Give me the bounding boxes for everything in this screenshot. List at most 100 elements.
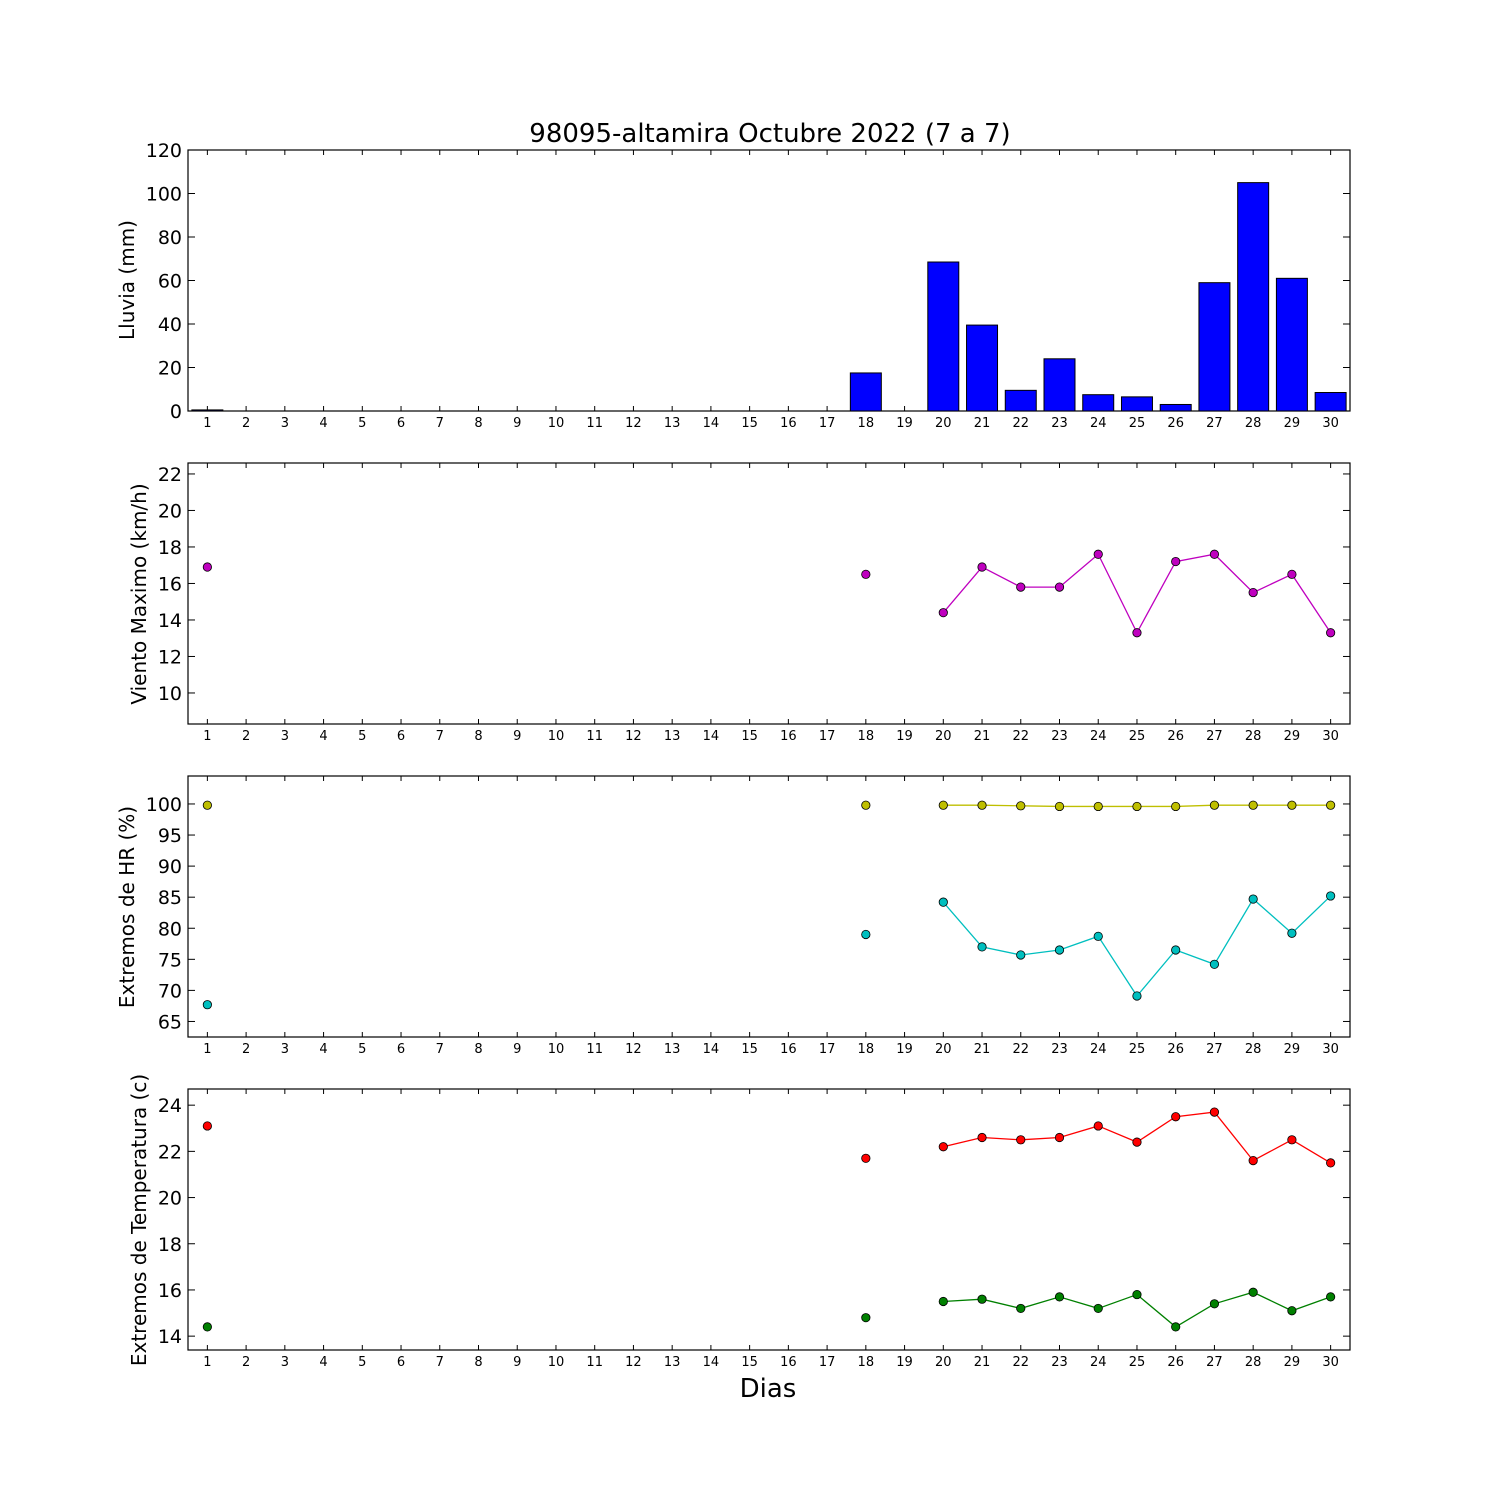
x-tick-label: 5 [358, 416, 366, 431]
x-tick-label: 20 [935, 1355, 952, 1370]
data-point [1054, 1132, 1065, 1143]
data-point [202, 1322, 212, 1332]
x-tick-label: 9 [513, 729, 521, 744]
x-tick-label: 11 [586, 416, 603, 431]
data-point [977, 942, 987, 952]
x-tick-label: 25 [1129, 1355, 1146, 1370]
x-tick-label: 27 [1206, 1355, 1223, 1370]
x-tick-label: 8 [474, 416, 482, 431]
data-point [1054, 801, 1065, 812]
x-tick-label: 22 [1012, 729, 1029, 744]
x-tick-label: 4 [319, 1042, 327, 1057]
series-line [942, 553, 1332, 635]
y-tick-label: 24 [158, 1095, 182, 1117]
data-point [1171, 801, 1181, 812]
y-tick-label: 16 [158, 1280, 182, 1302]
data-point [1016, 950, 1026, 960]
x-tick-label: 29 [1284, 416, 1301, 431]
x-tick-label: 6 [397, 1042, 405, 1057]
x-tick-label: 8 [474, 1355, 482, 1370]
data-point [861, 1313, 871, 1323]
x-tick-label: 18 [858, 416, 875, 431]
rain-bar [1198, 282, 1231, 412]
x-tick-label: 22 [1012, 1042, 1029, 1057]
y-tick-label: 22 [158, 1141, 182, 1163]
x-tick-label: 25 [1129, 729, 1146, 744]
x-tick-label: 26 [1167, 416, 1184, 431]
x-tick-label: 12 [625, 729, 642, 744]
data-point [202, 800, 212, 810]
x-tick-label: 25 [1129, 416, 1146, 431]
data-point [861, 929, 871, 940]
x-tick-label: 1 [203, 1042, 211, 1057]
data-point [1248, 587, 1258, 598]
x-tick-label: 10 [548, 1042, 565, 1057]
y-axis-label-hr: Extremos de HR (%) [115, 806, 139, 1008]
x-tick-label: 14 [703, 1355, 720, 1370]
x-tick-label: 21 [974, 1355, 991, 1370]
x-tick-label: 4 [319, 416, 327, 431]
x-tick-label: 16 [780, 1355, 797, 1370]
data-point [977, 800, 987, 810]
x-tick-label: 10 [548, 416, 565, 431]
x-tick-label: 30 [1322, 1355, 1339, 1370]
x-tick-label: 5 [358, 729, 366, 744]
y-tick-label: 65 [158, 1011, 182, 1033]
rain-bar [1314, 392, 1347, 412]
x-tick-label: 23 [1051, 1355, 1068, 1370]
plot-frame [187, 149, 1351, 412]
x-tick-label: 15 [741, 416, 758, 431]
x-tick-label: 1 [203, 1355, 211, 1370]
x-tick-label: 24 [1090, 416, 1107, 431]
rain-bar [1043, 358, 1076, 412]
data-point [1326, 1158, 1336, 1168]
data-point [1132, 628, 1142, 638]
rain-bar [966, 324, 999, 412]
data-point [1287, 569, 1297, 579]
x-tick-label: 28 [1245, 729, 1262, 744]
x-tick-label: 11 [586, 1355, 603, 1370]
x-tick-label: 9 [513, 1042, 521, 1057]
rain-bar [1004, 389, 1037, 412]
x-tick-label: 7 [436, 416, 444, 431]
x-tick-label: 24 [1090, 1042, 1107, 1057]
x-tick-label: 27 [1206, 416, 1223, 431]
x-tick-label: 24 [1090, 1355, 1107, 1370]
x-tick-label: 6 [397, 416, 405, 431]
data-point [1326, 891, 1336, 901]
x-tick-label: 23 [1051, 416, 1068, 431]
data-point [861, 569, 871, 579]
x-tick-label: 28 [1245, 1042, 1262, 1057]
data-point [202, 1121, 212, 1131]
data-point [977, 562, 987, 572]
x-tick-label: 14 [703, 729, 720, 744]
data-point [1054, 582, 1065, 592]
plot-frame [187, 775, 1351, 1038]
x-tick-label: 17 [819, 1042, 836, 1057]
x-tick-label: 10 [548, 1355, 565, 1370]
x-tick-label: 9 [513, 1355, 521, 1370]
x-tick-label: 21 [974, 729, 991, 744]
data-point [1016, 1135, 1026, 1145]
x-tick-label: 8 [474, 729, 482, 744]
rain-bar [1159, 403, 1192, 412]
x-tick-label: 13 [664, 1355, 681, 1370]
x-tick-label: 29 [1284, 729, 1301, 744]
x-tick-label: 25 [1129, 1042, 1146, 1057]
data-point [938, 608, 948, 618]
x-tick-label: 18 [858, 1042, 875, 1057]
data-point [1171, 556, 1181, 567]
x-tick-label: 19 [896, 416, 913, 431]
rain-bar [191, 409, 224, 412]
x-tick-label: 26 [1167, 1355, 1184, 1370]
x-tick-label: 11 [586, 729, 603, 744]
x-tick-label: 6 [397, 729, 405, 744]
data-point [938, 800, 948, 810]
x-tick-label: 12 [625, 1355, 642, 1370]
x-tick-label: 4 [319, 729, 327, 744]
data-point [1132, 991, 1142, 1001]
x-tick-label: 10 [548, 729, 565, 744]
data-point [1209, 959, 1220, 969]
x-tick-label: 27 [1206, 729, 1223, 744]
